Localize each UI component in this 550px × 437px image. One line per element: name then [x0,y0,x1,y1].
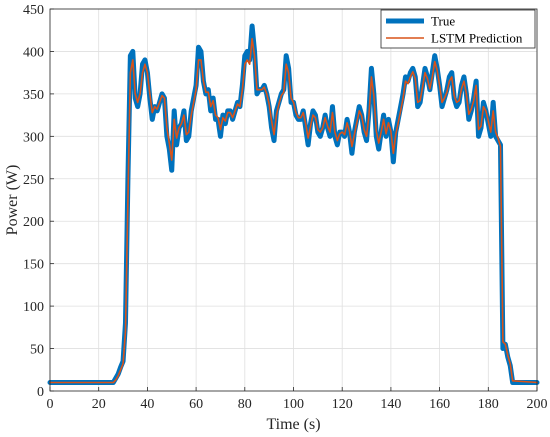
y-tick-label: 450 [23,3,44,18]
x-tick-label: 140 [380,397,401,412]
x-axis-label: Time (s) [266,416,320,433]
legend: True LSTM Prediction [380,9,536,49]
y-tick-label: 200 [23,215,44,230]
y-tick-label: 350 [23,88,44,103]
x-axis-ticks: 0 20 40 60 80 100 120 140 160 180 200 [47,387,548,412]
x-tick-label: 160 [429,397,450,412]
x-tick-label: 200 [527,397,548,412]
y-tick-label: 400 [23,45,44,60]
y-axis-ticks: 0 50 100 150 200 250 300 350 400 450 [23,3,54,400]
y-tick-label: 300 [23,130,44,145]
y-tick-label: 150 [23,258,44,273]
series-line-lstm-prediction [49,37,538,384]
legend-label-true: True [431,14,455,29]
y-tick-label: 0 [37,385,44,400]
y-tick-label: 100 [23,300,44,315]
legend-label-lstm-prediction: LSTM Prediction [431,31,523,46]
y-tick-label: 50 [30,343,44,358]
x-tick-label: 80 [238,397,252,412]
x-tick-label: 0 [47,397,54,412]
series-lines [47,23,540,386]
x-tick-label: 60 [189,397,203,412]
x-tick-label: 20 [92,397,106,412]
y-tick-label: 250 [23,173,44,188]
legend-box [380,9,536,49]
y-axis-label: Power (W) [4,165,21,236]
x-tick-label: 40 [140,397,154,412]
x-tick-label: 100 [283,397,304,412]
x-tick-label: 120 [332,397,353,412]
x-tick-label: 180 [478,397,499,412]
